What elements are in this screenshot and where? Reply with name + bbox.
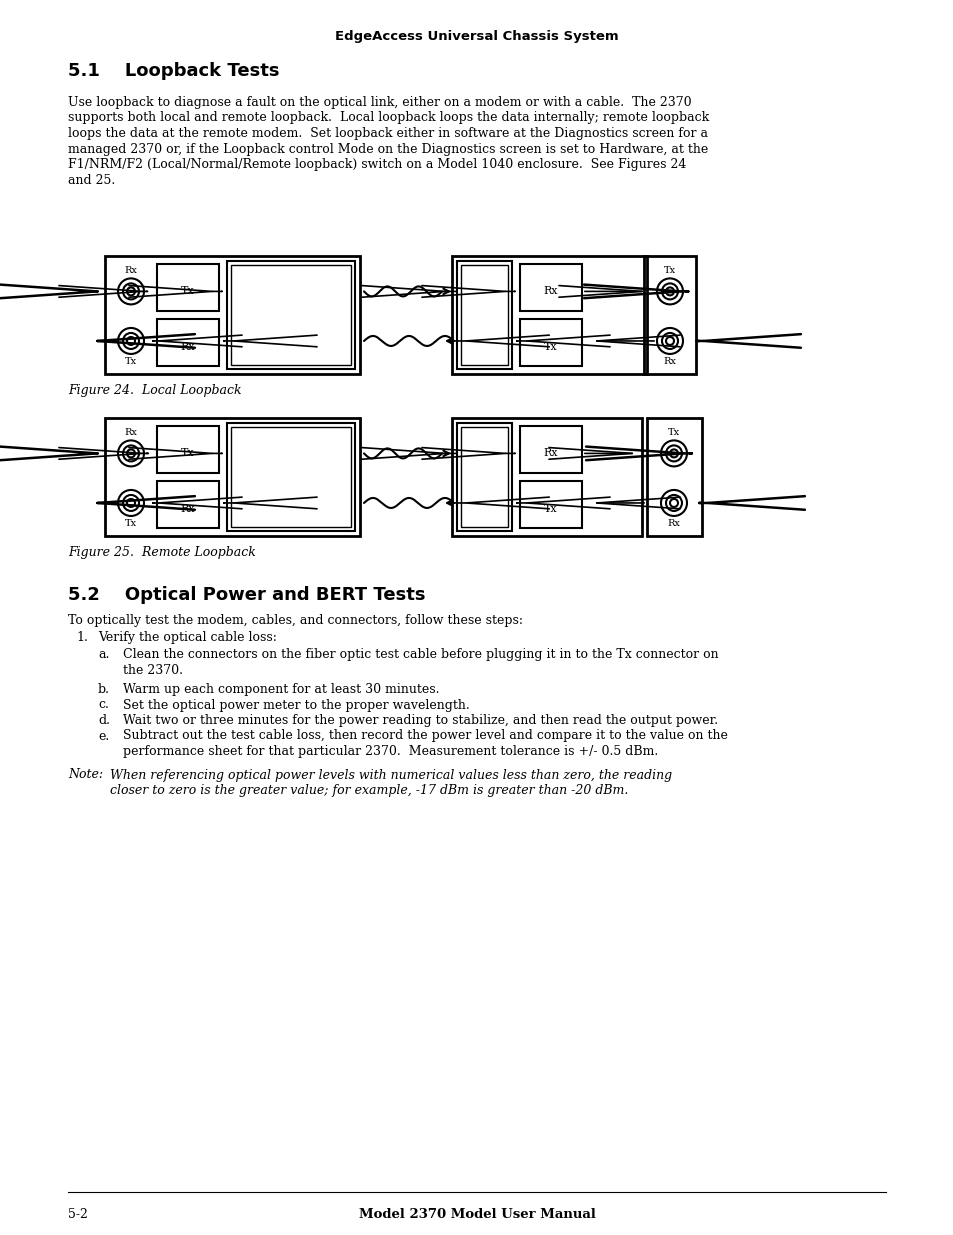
Text: Tx: Tx — [125, 519, 137, 527]
Text: Rx: Rx — [667, 519, 679, 527]
Text: c.: c. — [98, 699, 109, 711]
Text: 5.2    Optical Power and BERT Tests: 5.2 Optical Power and BERT Tests — [68, 585, 425, 604]
Text: managed 2370 or, if the Loopback control Mode on the Diagnostics screen is set t: managed 2370 or, if the Loopback control… — [68, 142, 707, 156]
Text: Rx: Rx — [180, 342, 195, 352]
Text: a.: a. — [98, 648, 110, 661]
Text: performance sheet for that particular 2370.  Measurement tolerance is +/- 0.5 dB: performance sheet for that particular 23… — [123, 745, 658, 758]
Text: Warm up each component for at least 30 minutes.: Warm up each component for at least 30 m… — [123, 683, 439, 697]
Bar — [456, 424, 512, 531]
Text: Rx: Rx — [180, 504, 195, 514]
Text: Tx: Tx — [181, 448, 194, 458]
Bar — [157, 426, 219, 473]
Text: d.: d. — [98, 714, 110, 727]
Text: e.: e. — [98, 730, 110, 742]
Bar — [519, 426, 581, 473]
Text: Rx: Rx — [543, 448, 558, 458]
Text: Subtract out the test cable loss, then record the power level and compare it to : Subtract out the test cable loss, then r… — [123, 730, 727, 742]
Bar — [646, 417, 701, 536]
Text: Tx: Tx — [667, 429, 679, 437]
Text: To optically test the modem, cables, and connectors, follow these steps:: To optically test the modem, cables, and… — [68, 614, 522, 627]
Bar — [519, 319, 581, 366]
Text: and 25.: and 25. — [68, 173, 115, 186]
Text: the 2370.: the 2370. — [123, 663, 183, 677]
Bar — [519, 480, 581, 529]
Text: Tx: Tx — [543, 504, 558, 514]
Text: Clean the connectors on the fiber optic test cable before plugging it in to the : Clean the connectors on the fiber optic … — [123, 648, 718, 661]
Text: b.: b. — [98, 683, 110, 697]
Bar — [105, 256, 359, 374]
Bar — [231, 427, 351, 527]
Text: Tx: Tx — [663, 267, 676, 275]
Bar — [157, 480, 219, 529]
Bar — [452, 256, 646, 374]
Bar — [460, 266, 507, 366]
Text: 5.1    Loopback Tests: 5.1 Loopback Tests — [68, 62, 279, 80]
Bar — [157, 264, 219, 311]
Text: Verify the optical cable loss:: Verify the optical cable loss: — [98, 631, 276, 643]
Bar — [452, 417, 641, 536]
Text: supports both local and remote loopback.  Local loopback loops the data internal: supports both local and remote loopback.… — [68, 111, 708, 125]
Text: F1/NRM/F2 (Local/Normal/Remote loopback) switch on a Model 1040 enclosure.  See : F1/NRM/F2 (Local/Normal/Remote loopback)… — [68, 158, 685, 170]
Text: 5-2: 5-2 — [68, 1208, 88, 1221]
Text: closer to zero is the greater value; for example, -17 dBm is greater than -20 dB: closer to zero is the greater value; for… — [110, 784, 628, 797]
Text: Wait two or three minutes for the power reading to stabilize, and then read the : Wait two or three minutes for the power … — [123, 714, 718, 727]
Text: Model 2370 Model User Manual: Model 2370 Model User Manual — [358, 1208, 595, 1221]
Text: 1.: 1. — [76, 631, 88, 643]
Text: Use loopback to diagnose a fault on the optical link, either on a modem or with : Use loopback to diagnose a fault on the … — [68, 96, 691, 109]
Bar — [519, 264, 581, 311]
Text: Tx: Tx — [543, 342, 558, 352]
Bar — [231, 266, 351, 366]
Text: Rx: Rx — [125, 267, 137, 275]
Bar — [456, 261, 512, 369]
Text: EdgeAccess Universal Chassis System: EdgeAccess Universal Chassis System — [335, 30, 618, 43]
Bar — [227, 424, 355, 531]
Text: Tx: Tx — [181, 287, 194, 296]
Bar — [105, 417, 359, 536]
Bar — [157, 319, 219, 366]
Text: When referencing optical power levels with numerical values less than zero, the : When referencing optical power levels wi… — [110, 768, 672, 782]
Bar — [643, 256, 696, 374]
Text: Tx: Tx — [125, 357, 137, 366]
Text: Set the optical power meter to the proper wavelength.: Set the optical power meter to the prope… — [123, 699, 469, 711]
Text: Figure 25.  Remote Loopback: Figure 25. Remote Loopback — [68, 546, 255, 559]
Text: Rx: Rx — [663, 357, 676, 366]
Bar — [460, 427, 507, 527]
Text: loops the data at the remote modem.  Set loopback either in software at the Diag: loops the data at the remote modem. Set … — [68, 127, 707, 140]
Text: Figure 24.  Local Loopback: Figure 24. Local Loopback — [68, 384, 241, 396]
Text: Note:: Note: — [68, 768, 103, 782]
Bar — [227, 261, 355, 369]
Text: Rx: Rx — [543, 287, 558, 296]
Text: Rx: Rx — [125, 429, 137, 437]
